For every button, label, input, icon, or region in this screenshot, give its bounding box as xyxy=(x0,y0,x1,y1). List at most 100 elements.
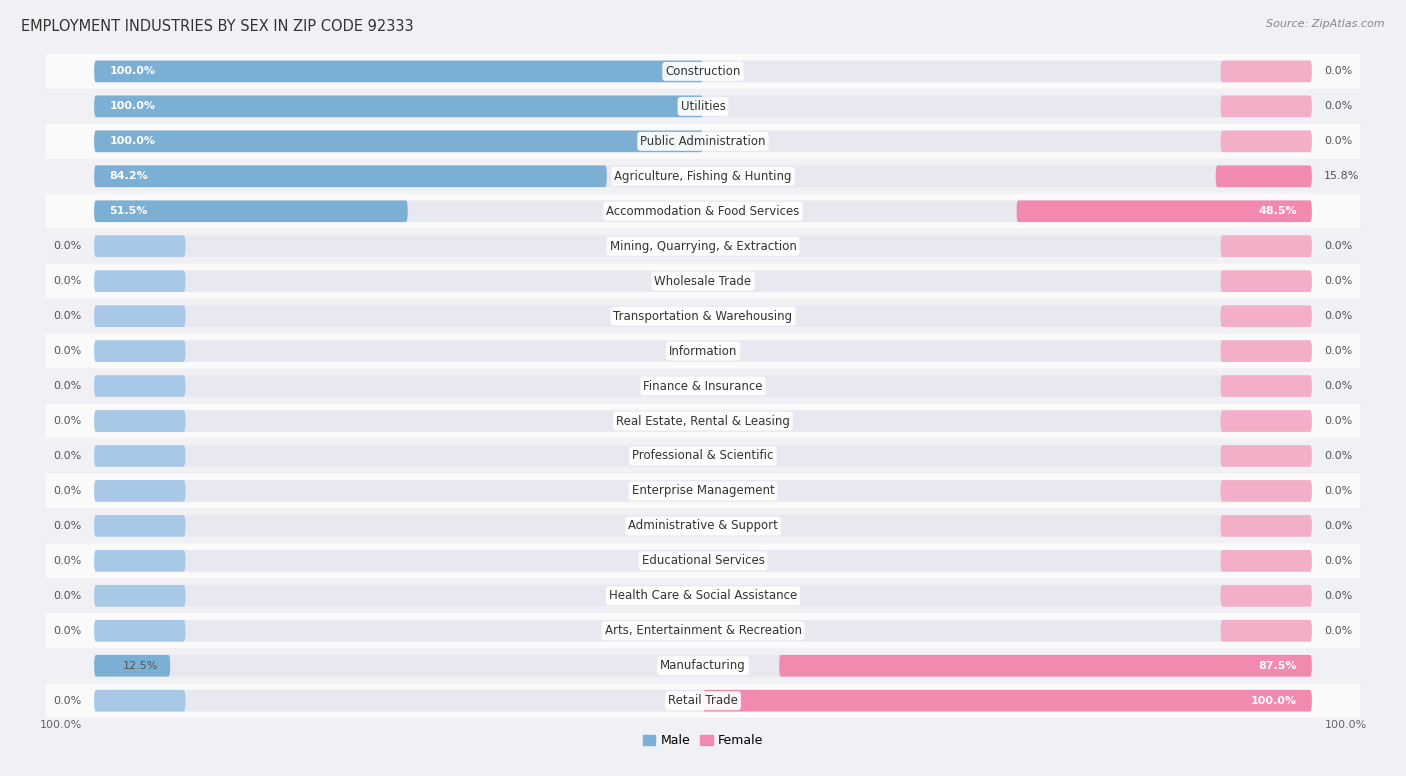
FancyBboxPatch shape xyxy=(94,376,186,397)
Text: 84.2%: 84.2% xyxy=(110,171,148,182)
Text: 100.0%: 100.0% xyxy=(39,720,82,730)
Text: Arts, Entertainment & Recreation: Arts, Entertainment & Recreation xyxy=(605,624,801,637)
Text: 87.5%: 87.5% xyxy=(1258,660,1296,670)
FancyBboxPatch shape xyxy=(1220,376,1312,397)
Legend: Male, Female: Male, Female xyxy=(638,729,768,753)
Text: 0.0%: 0.0% xyxy=(1324,67,1353,76)
Text: Accommodation & Food Services: Accommodation & Food Services xyxy=(606,205,800,218)
Text: 0.0%: 0.0% xyxy=(53,451,82,461)
FancyBboxPatch shape xyxy=(94,690,186,712)
FancyBboxPatch shape xyxy=(45,508,1361,543)
FancyBboxPatch shape xyxy=(1220,130,1312,152)
Text: Health Care & Social Assistance: Health Care & Social Assistance xyxy=(609,589,797,602)
FancyBboxPatch shape xyxy=(94,130,703,152)
FancyBboxPatch shape xyxy=(94,655,1312,677)
Text: 0.0%: 0.0% xyxy=(53,696,82,705)
Text: Finance & Insurance: Finance & Insurance xyxy=(644,379,762,393)
Text: 0.0%: 0.0% xyxy=(53,416,82,426)
Text: 100.0%: 100.0% xyxy=(1324,720,1367,730)
FancyBboxPatch shape xyxy=(45,543,1361,578)
FancyBboxPatch shape xyxy=(1017,200,1312,222)
FancyBboxPatch shape xyxy=(1220,340,1312,362)
Text: 12.5%: 12.5% xyxy=(122,660,157,670)
Text: 0.0%: 0.0% xyxy=(1324,311,1353,321)
FancyBboxPatch shape xyxy=(94,480,186,502)
Text: Mining, Quarrying, & Extraction: Mining, Quarrying, & Extraction xyxy=(610,240,796,253)
Text: Educational Services: Educational Services xyxy=(641,554,765,567)
Text: 0.0%: 0.0% xyxy=(1324,625,1353,636)
FancyBboxPatch shape xyxy=(1220,585,1312,607)
FancyBboxPatch shape xyxy=(94,200,1312,222)
FancyBboxPatch shape xyxy=(45,124,1361,159)
FancyBboxPatch shape xyxy=(779,655,1312,677)
FancyBboxPatch shape xyxy=(94,165,607,187)
FancyBboxPatch shape xyxy=(1220,550,1312,572)
FancyBboxPatch shape xyxy=(45,264,1361,299)
Text: Agriculture, Fishing & Hunting: Agriculture, Fishing & Hunting xyxy=(614,170,792,183)
Text: Source: ZipAtlas.com: Source: ZipAtlas.com xyxy=(1267,19,1385,29)
Text: Construction: Construction xyxy=(665,65,741,78)
FancyBboxPatch shape xyxy=(94,130,1312,152)
Text: 100.0%: 100.0% xyxy=(1250,696,1296,705)
FancyBboxPatch shape xyxy=(94,411,1312,432)
Text: 0.0%: 0.0% xyxy=(1324,241,1353,251)
FancyBboxPatch shape xyxy=(94,340,1312,362)
FancyBboxPatch shape xyxy=(1220,305,1312,327)
Text: 0.0%: 0.0% xyxy=(53,381,82,391)
FancyBboxPatch shape xyxy=(45,404,1361,438)
Text: 100.0%: 100.0% xyxy=(110,67,156,76)
FancyBboxPatch shape xyxy=(94,235,186,257)
Text: 0.0%: 0.0% xyxy=(1324,137,1353,147)
Text: 0.0%: 0.0% xyxy=(53,486,82,496)
FancyBboxPatch shape xyxy=(1220,515,1312,537)
FancyBboxPatch shape xyxy=(94,411,186,432)
Text: Public Administration: Public Administration xyxy=(640,135,766,148)
Text: 15.8%: 15.8% xyxy=(1324,171,1360,182)
Text: 0.0%: 0.0% xyxy=(1324,486,1353,496)
FancyBboxPatch shape xyxy=(45,648,1361,683)
Text: Manufacturing: Manufacturing xyxy=(661,660,745,672)
FancyBboxPatch shape xyxy=(1220,480,1312,502)
FancyBboxPatch shape xyxy=(94,305,1312,327)
FancyBboxPatch shape xyxy=(94,376,1312,397)
Text: Enterprise Management: Enterprise Management xyxy=(631,484,775,497)
FancyBboxPatch shape xyxy=(1220,620,1312,642)
Text: 0.0%: 0.0% xyxy=(1324,276,1353,286)
FancyBboxPatch shape xyxy=(1220,411,1312,432)
Text: Utilities: Utilities xyxy=(681,100,725,113)
Text: 0.0%: 0.0% xyxy=(1324,556,1353,566)
FancyBboxPatch shape xyxy=(94,95,1312,117)
FancyBboxPatch shape xyxy=(45,578,1361,613)
FancyBboxPatch shape xyxy=(94,200,408,222)
Text: 0.0%: 0.0% xyxy=(1324,521,1353,531)
FancyBboxPatch shape xyxy=(94,445,186,467)
FancyBboxPatch shape xyxy=(94,620,186,642)
Text: Retail Trade: Retail Trade xyxy=(668,695,738,707)
FancyBboxPatch shape xyxy=(94,61,703,82)
FancyBboxPatch shape xyxy=(94,655,170,677)
FancyBboxPatch shape xyxy=(1216,165,1312,187)
Text: 51.5%: 51.5% xyxy=(110,206,148,217)
FancyBboxPatch shape xyxy=(45,438,1361,473)
Text: Information: Information xyxy=(669,345,737,358)
FancyBboxPatch shape xyxy=(1220,445,1312,467)
Text: 0.0%: 0.0% xyxy=(1324,102,1353,112)
FancyBboxPatch shape xyxy=(94,550,186,572)
Text: 0.0%: 0.0% xyxy=(1324,591,1353,601)
Text: 48.5%: 48.5% xyxy=(1258,206,1296,217)
Text: 100.0%: 100.0% xyxy=(110,102,156,112)
Text: 0.0%: 0.0% xyxy=(53,241,82,251)
FancyBboxPatch shape xyxy=(94,550,1312,572)
FancyBboxPatch shape xyxy=(1220,235,1312,257)
Text: 0.0%: 0.0% xyxy=(53,311,82,321)
FancyBboxPatch shape xyxy=(94,270,186,292)
FancyBboxPatch shape xyxy=(1220,95,1312,117)
Text: 0.0%: 0.0% xyxy=(1324,381,1353,391)
FancyBboxPatch shape xyxy=(1220,270,1312,292)
FancyBboxPatch shape xyxy=(94,445,1312,467)
Text: 0.0%: 0.0% xyxy=(1324,416,1353,426)
Text: Administrative & Support: Administrative & Support xyxy=(628,519,778,532)
FancyBboxPatch shape xyxy=(45,299,1361,334)
FancyBboxPatch shape xyxy=(45,613,1361,648)
FancyBboxPatch shape xyxy=(45,369,1361,404)
